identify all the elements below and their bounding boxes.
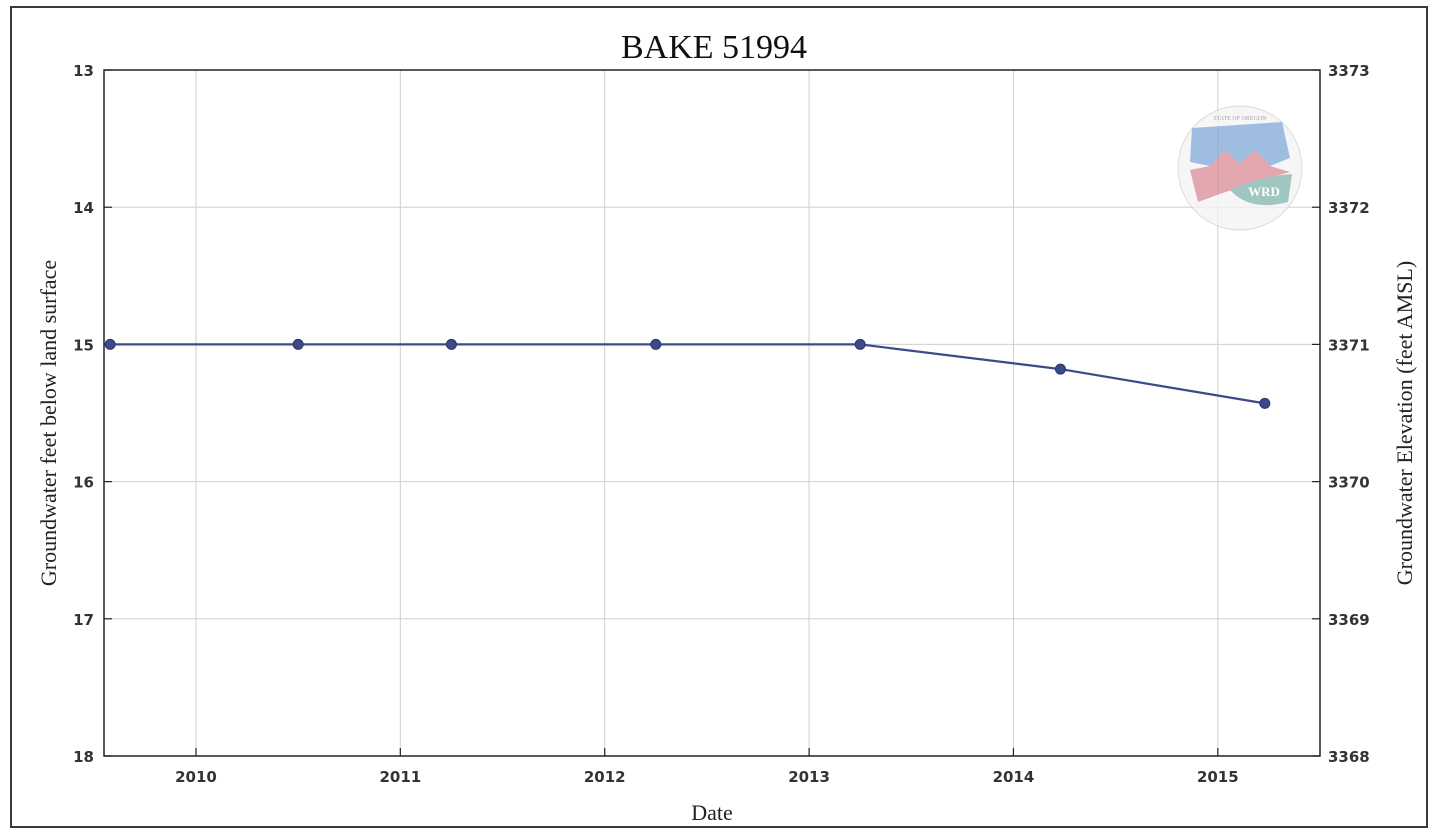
x-tick-label: 2013 — [788, 768, 830, 786]
y-right-tick-label: 3373 — [1328, 62, 1370, 80]
x-tick-label: 2011 — [379, 768, 421, 786]
y-tick-label: 13 — [73, 62, 94, 80]
data-point — [650, 338, 662, 350]
x-tick-label: 2015 — [1197, 768, 1239, 786]
plot-area — [103, 69, 1321, 757]
data-point — [1259, 397, 1271, 409]
x-tick-label: 2010 — [175, 768, 217, 786]
y-right-tick-label: 3370 — [1328, 474, 1370, 492]
logo-top-text: STATE OF OREGON — [1213, 116, 1267, 122]
logo-red-shape — [1190, 150, 1290, 202]
axis-ticks: 2010 2011 2012 2013 2014 2015 13 14 15 16 17 18 3373… — [73, 62, 1370, 786]
data-point — [292, 338, 304, 350]
grid-lines — [104, 69, 1320, 757]
y-axis-right-label: Groundwater Elevation (feet AMSL) — [1392, 261, 1417, 585]
y-tick-label: 16 — [73, 474, 94, 492]
series-line — [110, 343, 1266, 405]
y-tick-label: 17 — [73, 611, 94, 629]
line-chart: WRD STATE OF OREGON 2010 2011 2012 2013 2014… — [36, 29, 1417, 825]
wrd-logo: WRD STATE OF OREGON — [1177, 105, 1303, 231]
series-group — [104, 338, 1271, 409]
logo-blue-shape — [1190, 122, 1290, 166]
y-tick-label: 15 — [73, 336, 94, 354]
chart-frame: WRD STATE OF OREGON 2010 2011 2012 2013 2014… — [10, 6, 1428, 828]
logo-teal-shape — [1230, 174, 1292, 206]
data-point — [104, 338, 116, 350]
data-point — [1054, 363, 1066, 375]
x-tick-label: 2014 — [993, 768, 1035, 786]
data-point — [445, 338, 457, 350]
x-tick-label: 2012 — [584, 768, 626, 786]
data-point — [854, 338, 866, 350]
y-right-tick-label: 3369 — [1328, 611, 1370, 629]
y-right-tick-label: 3371 — [1328, 336, 1370, 354]
y-axis-label: Groundwater feet below land surface — [36, 260, 61, 586]
logo-center-text: WRD — [1248, 184, 1280, 199]
y-right-tick-label: 3368 — [1328, 748, 1370, 766]
x-axis-label: Date — [691, 800, 733, 825]
y-tick-label: 18 — [73, 748, 94, 766]
y-tick-label: 14 — [73, 199, 94, 217]
y-right-tick-label: 3372 — [1328, 199, 1370, 217]
chart-title: BAKE 51994 — [621, 29, 807, 66]
